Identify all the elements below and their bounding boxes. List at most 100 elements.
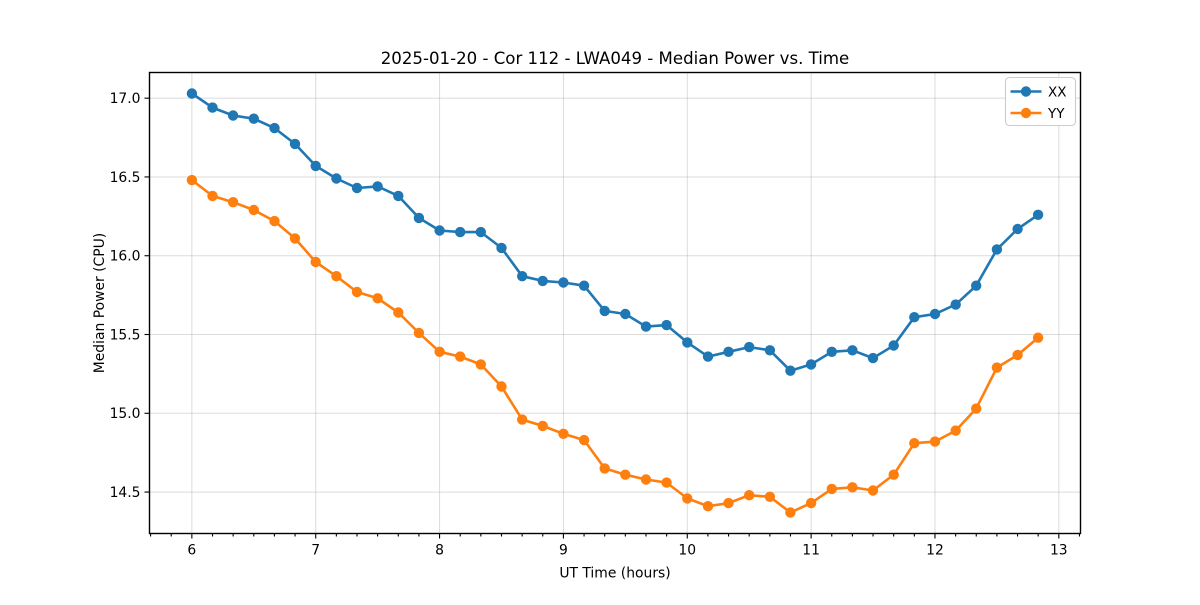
data-point-marker	[455, 351, 466, 362]
y-tick-label: 15.0	[110, 406, 141, 422]
legend-label-xx: XX	[1048, 84, 1067, 100]
data-point-marker	[248, 113, 259, 124]
legend-marker-yy-icon	[1020, 107, 1032, 119]
data-point-marker	[599, 305, 610, 317]
data-point-marker	[805, 497, 817, 509]
data-point-marker	[227, 110, 239, 121]
data-point-marker	[929, 308, 941, 320]
data-point-marker	[764, 491, 776, 502]
x-tick-label: 9	[559, 543, 568, 559]
data-point-marker	[351, 286, 363, 298]
data-point-marker	[661, 477, 672, 488]
axis-ticks	[144, 97, 1081, 539]
data-point-marker	[578, 434, 590, 446]
legend: XX YY	[1004, 76, 1077, 127]
data-point-marker	[517, 271, 528, 282]
data-point-marker	[207, 102, 218, 113]
data-point-marker	[393, 190, 404, 202]
data-point-marker	[640, 321, 652, 332]
data-point-marker	[744, 341, 755, 353]
series-line-xx	[190, 92, 1040, 372]
grid-lines	[149, 72, 1081, 534]
data-point-marker	[496, 381, 507, 392]
plot-border	[148, 71, 1082, 535]
y-tick-label: 16.0	[110, 249, 141, 265]
data-point-marker	[867, 485, 879, 496]
data-point-marker	[578, 280, 590, 291]
data-point-marker	[847, 482, 858, 493]
x-tick-label: 10	[678, 543, 696, 559]
data-point-marker	[1032, 209, 1044, 220]
data-point-marker	[186, 88, 198, 99]
data-point-marker	[269, 122, 280, 134]
data-point-marker	[702, 351, 714, 362]
y-tick-label: 14.5	[110, 485, 141, 501]
data-point-marker	[805, 359, 817, 370]
series-line-yy	[190, 178, 1040, 514]
legend-label-yy: YY	[1047, 106, 1065, 122]
data-point-marker	[537, 275, 548, 287]
x-tick-label: 13	[1050, 543, 1068, 559]
y-tick-label: 17.0	[110, 91, 141, 107]
legend-item-yy: YY	[1010, 106, 1065, 122]
data-point-marker	[455, 226, 466, 238]
data-point-marker	[393, 307, 404, 318]
data-point-marker	[475, 226, 486, 238]
data-point-marker	[434, 346, 445, 357]
data-point-marker	[620, 308, 631, 320]
series-yy	[186, 174, 1044, 518]
data-point-marker	[227, 197, 239, 208]
data-point-marker	[372, 293, 383, 304]
legend-item-xx: XX	[1010, 84, 1067, 100]
data-point-marker	[351, 182, 363, 194]
data-point-marker	[971, 280, 982, 291]
data-point-marker	[269, 215, 280, 227]
data-point-marker	[909, 312, 920, 323]
series-plot-area	[186, 88, 1044, 518]
chart-title: 2025-01-20 - Cor 112 - LWA049 - Median P…	[381, 49, 850, 68]
data-point-marker	[413, 327, 425, 339]
data-point-marker	[723, 346, 734, 357]
data-point-marker	[971, 403, 982, 414]
x-tick-label: 12	[926, 543, 944, 559]
x-tick-label: 8	[435, 543, 444, 559]
data-point-marker	[744, 490, 755, 501]
data-point-marker	[682, 493, 693, 504]
y-tick-label: 16.5	[110, 170, 141, 186]
data-point-marker	[248, 204, 259, 216]
data-point-marker	[331, 271, 342, 282]
y-axis-label: Median Power (CPU)	[92, 233, 108, 373]
series-xx	[186, 88, 1044, 376]
data-point-marker	[310, 160, 321, 172]
data-point-marker	[888, 469, 899, 480]
data-point-marker	[888, 340, 899, 351]
x-tick-label: 11	[802, 543, 820, 559]
x-axis-label: UT Time (hours)	[559, 566, 670, 582]
data-point-marker	[475, 359, 486, 370]
data-point-marker	[186, 174, 198, 186]
data-point-marker	[1012, 349, 1023, 361]
data-point-marker	[950, 299, 961, 310]
data-point-marker	[496, 242, 507, 254]
data-point-marker	[331, 173, 342, 184]
data-point-marker	[847, 345, 858, 356]
data-point-marker	[1032, 332, 1044, 343]
data-point-marker	[909, 438, 920, 449]
data-point-marker	[289, 233, 301, 244]
data-point-marker	[661, 319, 672, 331]
data-point-marker	[867, 352, 879, 364]
data-point-marker	[310, 256, 321, 268]
data-point-marker	[537, 420, 548, 432]
data-point-marker	[991, 244, 1003, 255]
data-point-marker	[413, 212, 425, 224]
data-point-marker	[826, 346, 837, 357]
data-point-marker	[372, 181, 383, 192]
data-point-marker	[517, 414, 528, 425]
x-tick-label: 6	[187, 543, 196, 559]
data-point-marker	[640, 474, 652, 485]
x-tick-label: 7	[311, 543, 320, 559]
axis-tick-labels: 6 7 8 9 10 11 12 13 14.5 15.0 15.5 16.0 16.5 17.0	[110, 91, 1068, 558]
data-point-marker	[826, 483, 837, 495]
data-point-marker	[682, 337, 693, 348]
